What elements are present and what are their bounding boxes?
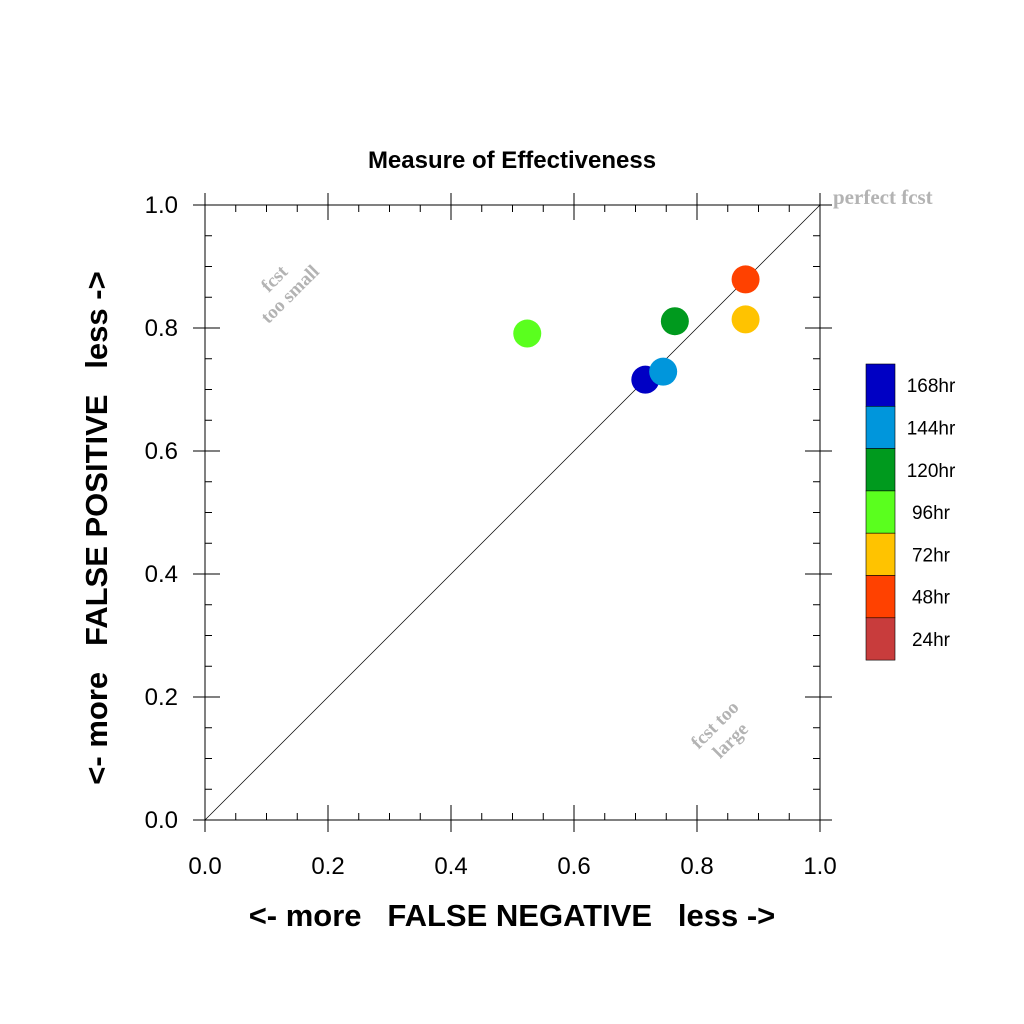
y-tick-label: 0.8 — [145, 315, 178, 342]
chart-title: Measure of Effectiveness — [368, 147, 656, 174]
legend-label-96hr: 96hr — [912, 503, 951, 524]
point-96hr — [513, 319, 542, 348]
legend-swatch-48hr — [865, 575, 896, 619]
diagonal-line — [204, 204, 821, 821]
legend-swatch-72hr — [865, 532, 896, 576]
scatter-points — [513, 265, 760, 394]
y-tick-label: 0.2 — [145, 684, 178, 711]
y-tick-label: 0.4 — [145, 561, 178, 588]
legend-label-144hr: 144hr — [907, 418, 956, 439]
legend-swatch-144hr — [865, 405, 896, 449]
y-axis-label: <- more FALSE POSITIVE less -> — [79, 271, 114, 784]
legend-label-48hr: 48hr — [912, 588, 951, 609]
legend-label-120hr: 120hr — [907, 461, 956, 482]
point-120hr — [660, 307, 689, 336]
legend-label-72hr: 72hr — [912, 545, 951, 566]
point-72hr — [731, 305, 760, 334]
x-tick-label: 0.0 — [188, 853, 221, 880]
x-tick-label: 0.4 — [434, 853, 467, 880]
x-tick-label: 0.8 — [680, 853, 713, 880]
point-48hr — [731, 265, 760, 294]
legend-swatch-96hr — [865, 490, 896, 534]
legend-swatch-120hr — [865, 448, 896, 492]
legend-swatch-168hr — [865, 363, 896, 407]
y-tick-label: 0.6 — [145, 438, 178, 465]
axes: 0.0 0.2 0.4 0.6 0.8 1.0 0.0 0.2 0.4 0.6 0.8 1.0 — [145, 192, 837, 880]
legend-label-168hr: 168hr — [907, 376, 956, 397]
legend: 168hr 144hr 120hr 96hr 72hr 48hr 24hr — [865, 363, 956, 661]
annotation-too-large: fcst too large — [687, 697, 753, 763]
annotation-perfect-fcst: perfect fcst — [833, 185, 933, 209]
point-144hr — [649, 357, 678, 386]
x-tick-label: 1.0 — [803, 853, 836, 880]
x-tick-label: 0.6 — [557, 853, 590, 880]
legend-swatch-24hr — [865, 617, 896, 661]
x-axis-label: <- more FALSE NEGATIVE less -> — [249, 898, 776, 933]
annotation-too-small: fcst too small — [257, 261, 324, 328]
y-tick-label: 1.0 — [145, 192, 178, 219]
legend-label-24hr: 24hr — [912, 630, 951, 651]
y-tick-label: 0.0 — [145, 807, 178, 834]
x-tick-label: 0.2 — [311, 853, 344, 880]
